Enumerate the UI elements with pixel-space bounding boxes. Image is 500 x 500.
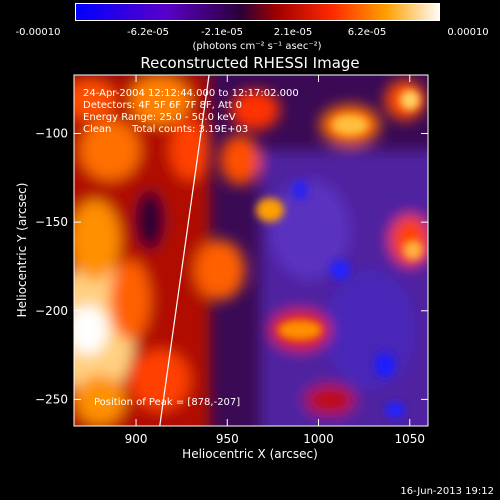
colorbar-tick-label: 0.00010 xyxy=(447,27,489,38)
annotation-peak-position: Position of Peak = [878,-207] xyxy=(94,397,241,408)
chart-title: Reconstructed RHESSI Image xyxy=(140,54,360,72)
annotation-detectors: Detectors: 4F 5F 6F 7F 8F, Att 0 xyxy=(83,100,243,111)
footer-timestamp: 16-Jun-2013 19:12 xyxy=(400,486,494,497)
colorbar-tick-label: 6.2e-05 xyxy=(347,27,387,38)
y-tick-label: −200 xyxy=(35,304,68,318)
colorbar xyxy=(75,3,440,21)
y-axis: −100 −150 −200 −250 xyxy=(35,127,428,406)
annotation-method: Clean xyxy=(83,124,112,135)
y-tick-label: −100 xyxy=(35,127,68,141)
colorbar-unit-label: (photons cm⁻² s⁻¹ asec⁻²) xyxy=(192,41,322,52)
x-tick-label: 1000 xyxy=(303,432,334,446)
plot-frame xyxy=(73,74,429,427)
annotation-total-counts: Total counts: 3.19E+03 xyxy=(132,124,249,135)
annotation-time-range: 24-Apr-2004 12:12:44.000 to 12:17:02.000 xyxy=(83,88,299,99)
colorbar-tick-label: 2.1e-05 xyxy=(273,27,313,38)
heatmap-image xyxy=(74,75,428,426)
y-tick-label: −150 xyxy=(35,215,68,229)
annotation-energy-range: Energy Range: 25.0 - 50.0 keV xyxy=(83,112,236,123)
x-tick-label: 900 xyxy=(125,432,148,446)
x-tick-label: 950 xyxy=(216,432,239,446)
colorbar-tick-label: -0.00010 xyxy=(15,27,61,38)
y-tick-label: −250 xyxy=(35,392,68,406)
colorbar-gradient xyxy=(75,3,440,21)
colorbar-tick-label: -6.2e-05 xyxy=(127,27,169,38)
x-tick-label: 1050 xyxy=(394,432,425,446)
x-axis: 900 950 1000 1050 xyxy=(125,75,425,446)
colorbar-tick-label: -2.1e-05 xyxy=(201,27,243,38)
y-axis-label: Heliocentric Y (arcsec) xyxy=(15,183,29,318)
x-axis-label: Heliocentric X (arcsec) xyxy=(182,447,318,461)
limb-line xyxy=(159,74,210,427)
